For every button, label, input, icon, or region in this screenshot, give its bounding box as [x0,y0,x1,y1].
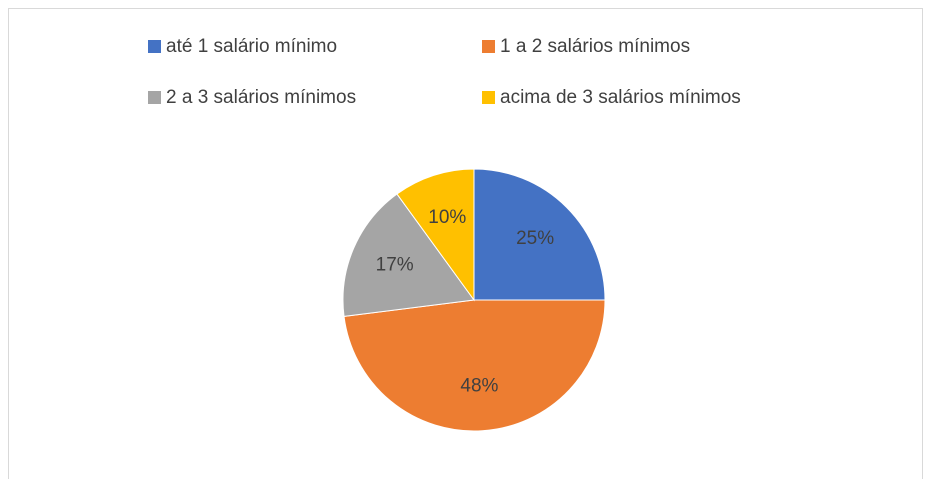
chart-border [8,8,923,479]
pie-slice [342,193,475,317]
legend-label: até 1 salário mínimo [166,36,337,57]
pie-slice [396,168,475,302]
legend-swatch [148,40,161,53]
data-label: 25% [516,228,554,249]
data-label: 17% [376,255,414,276]
data-label: 48% [460,375,498,396]
legend-label: acima de 3 salários mínimos [500,87,741,108]
pie-slice [343,299,606,432]
legend-swatch [482,40,495,53]
legend-swatch [482,91,495,104]
legend-label: 2 a 3 salários mínimos [166,87,356,108]
legend-label: 1 a 2 salários mínimos [500,36,690,57]
pie-slice [473,168,606,301]
legend-swatch [148,91,161,104]
data-label: 10% [428,207,466,228]
